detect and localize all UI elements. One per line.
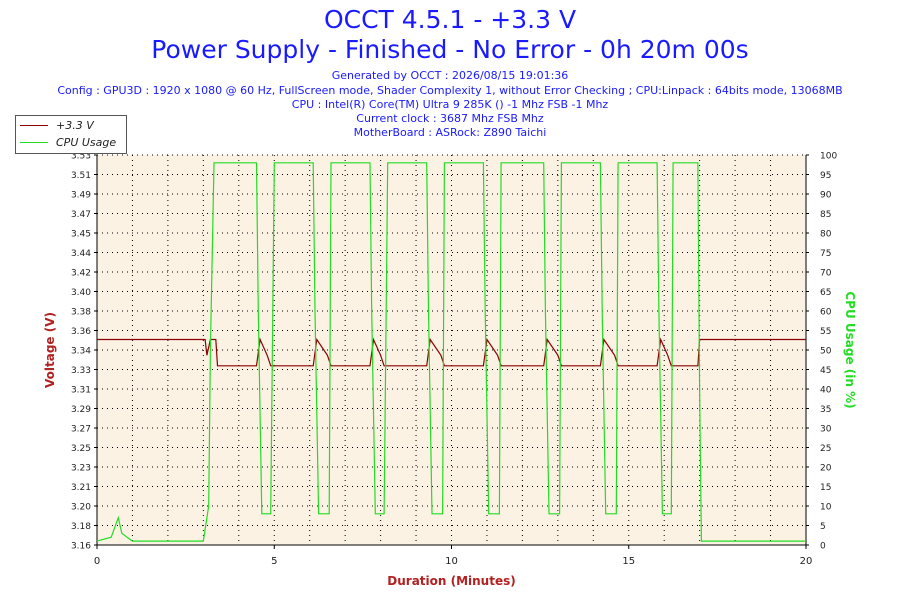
x-tick-label: 5 bbox=[271, 556, 277, 567]
y-left-tick-label: 3.49 bbox=[71, 191, 91, 201]
x-tick-label: 15 bbox=[622, 556, 635, 567]
y-left-tick-label: 3.38 bbox=[71, 308, 91, 318]
y-axis-right-label: CPU Usage (in %) bbox=[843, 291, 857, 408]
y-right-tick-label: 15 bbox=[820, 483, 831, 493]
y-right-tick-label: 20 bbox=[820, 464, 832, 474]
clock-info: Current clock : 3687 Mhz FSB Mhz bbox=[356, 112, 544, 125]
y-right-tick-label: 30 bbox=[820, 425, 832, 435]
generated-info: Generated by OCCT : 2026/08/15 19:01:36 bbox=[331, 69, 569, 82]
chart-title: OCCT 4.5.1 - +3.3 V bbox=[323, 5, 577, 34]
y-right-tick-label: 35 bbox=[820, 405, 831, 415]
y-right-tick-label: 85 bbox=[820, 210, 831, 220]
series-line-cpu bbox=[96, 162, 806, 542]
y-right-tick-label: 5 bbox=[820, 522, 826, 532]
y-left-tick-label: 3.45 bbox=[71, 230, 91, 240]
cpu-info: CPU : Intel(R) Core(TM) Ultra 9 285K () … bbox=[291, 98, 609, 111]
y-left-tick-label: 3.53 bbox=[71, 152, 91, 162]
y-right-tick-label: 10 bbox=[820, 503, 832, 513]
y-axis-left-label: Voltage (V) bbox=[43, 312, 57, 388]
legend-swatch-voltage bbox=[20, 124, 48, 126]
y-right-tick-label: 65 bbox=[820, 288, 831, 298]
y-right-tick-label: 60 bbox=[820, 308, 832, 318]
motherboard-info: MotherBoard : ASRock: Z890 Taichi bbox=[353, 126, 547, 139]
y-left-tick-label: 3.29 bbox=[71, 405, 91, 415]
y-right-tick-label: 100 bbox=[820, 152, 837, 162]
y-left-tick-label: 3.40 bbox=[71, 288, 91, 298]
y-left-tick-label: 3.31 bbox=[71, 386, 91, 396]
y-left-tick-label: 3.21 bbox=[71, 483, 91, 493]
x-tick-label: 20 bbox=[800, 556, 813, 567]
y-left-tick-label: 3.27 bbox=[71, 425, 91, 435]
legend-label-cpu: CPU Usage bbox=[56, 135, 117, 149]
y-left-tick-label: 3.18 bbox=[71, 522, 91, 532]
y-right-tick-label: 80 bbox=[820, 230, 832, 240]
y-right-tick-label: 40 bbox=[820, 386, 832, 396]
x-tick-label: 10 bbox=[445, 556, 458, 567]
y-right-tick-label: 45 bbox=[820, 366, 831, 376]
config-info: Config : GPU3D : 1920 x 1080 @ 60 Hz, Fu… bbox=[57, 84, 843, 97]
legend-item-voltage: +3.3 V bbox=[20, 118, 94, 132]
y-left-tick-label: 3.47 bbox=[71, 210, 91, 220]
chart-subtitle: Power Supply - Finished - No Error - 0h … bbox=[151, 35, 749, 64]
y-right-tick-label: 55 bbox=[820, 327, 831, 337]
legend: +3.3 V CPU Usage bbox=[15, 115, 127, 154]
y-right-tick-label: 75 bbox=[820, 249, 831, 259]
y-right-tick-label: 25 bbox=[820, 444, 831, 454]
y-left-tick-label: 3.44 bbox=[71, 249, 91, 259]
y-left-tick-label: 3.42 bbox=[71, 269, 91, 279]
y-left-tick-label: 3.23 bbox=[71, 464, 91, 474]
y-left-tick-label: 3.51 bbox=[71, 171, 91, 181]
y-left-tick-label: 3.20 bbox=[71, 503, 91, 513]
y-left-tick-label: 3.25 bbox=[71, 444, 91, 454]
x-axis-label: Duration (Minutes) bbox=[387, 574, 515, 588]
x-tick-label: 0 bbox=[94, 556, 100, 567]
legend-item-cpu: CPU Usage bbox=[20, 135, 116, 149]
y-right-tick-label: 90 bbox=[820, 191, 832, 201]
y-left-tick-label: 3.33 bbox=[71, 366, 91, 376]
y-right-tick-label: 0 bbox=[820, 542, 826, 552]
legend-label-voltage: +3.3 V bbox=[56, 118, 94, 132]
y-right-tick-label: 70 bbox=[820, 269, 832, 279]
y-right-tick-label: 50 bbox=[820, 347, 832, 357]
y-left-tick-label: 3.34 bbox=[71, 347, 91, 357]
y-left-tick-label: 3.36 bbox=[71, 327, 91, 337]
legend-swatch-cpu bbox=[20, 141, 48, 143]
y-left-tick-label: 3.16 bbox=[71, 542, 91, 552]
y-right-tick-label: 95 bbox=[820, 171, 831, 181]
